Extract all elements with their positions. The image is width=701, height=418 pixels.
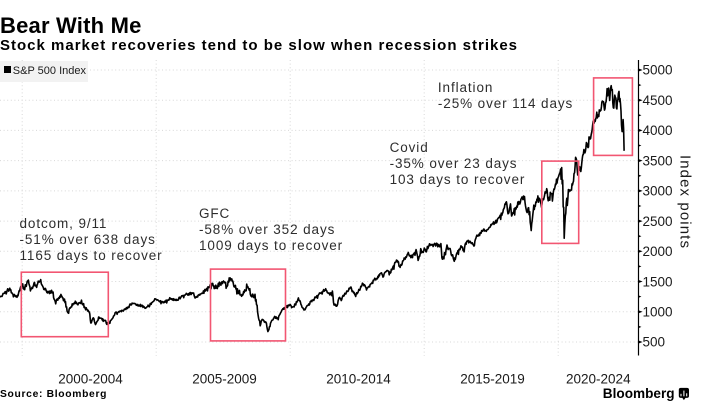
svg-text:Index points: Index points xyxy=(677,155,694,249)
svg-text:2015-2019: 2015-2019 xyxy=(460,372,525,387)
svg-text:1000: 1000 xyxy=(643,305,673,320)
svg-text:3500: 3500 xyxy=(643,153,673,168)
svg-text:2000: 2000 xyxy=(643,244,673,259)
svg-text:5000: 5000 xyxy=(643,63,673,78)
svg-text:4500: 4500 xyxy=(643,93,673,108)
svg-text:2005-2009: 2005-2009 xyxy=(192,372,257,387)
svg-text:2020-2024: 2020-2024 xyxy=(566,372,631,387)
svg-text:2010-2014: 2010-2014 xyxy=(326,372,391,387)
svg-text:4000: 4000 xyxy=(643,123,673,138)
svg-text:2500: 2500 xyxy=(643,214,673,229)
svg-text:3000: 3000 xyxy=(643,184,673,199)
svg-text:2000-2004: 2000-2004 xyxy=(58,372,123,387)
svg-text:1500: 1500 xyxy=(643,274,673,289)
svg-text:500: 500 xyxy=(643,335,666,350)
